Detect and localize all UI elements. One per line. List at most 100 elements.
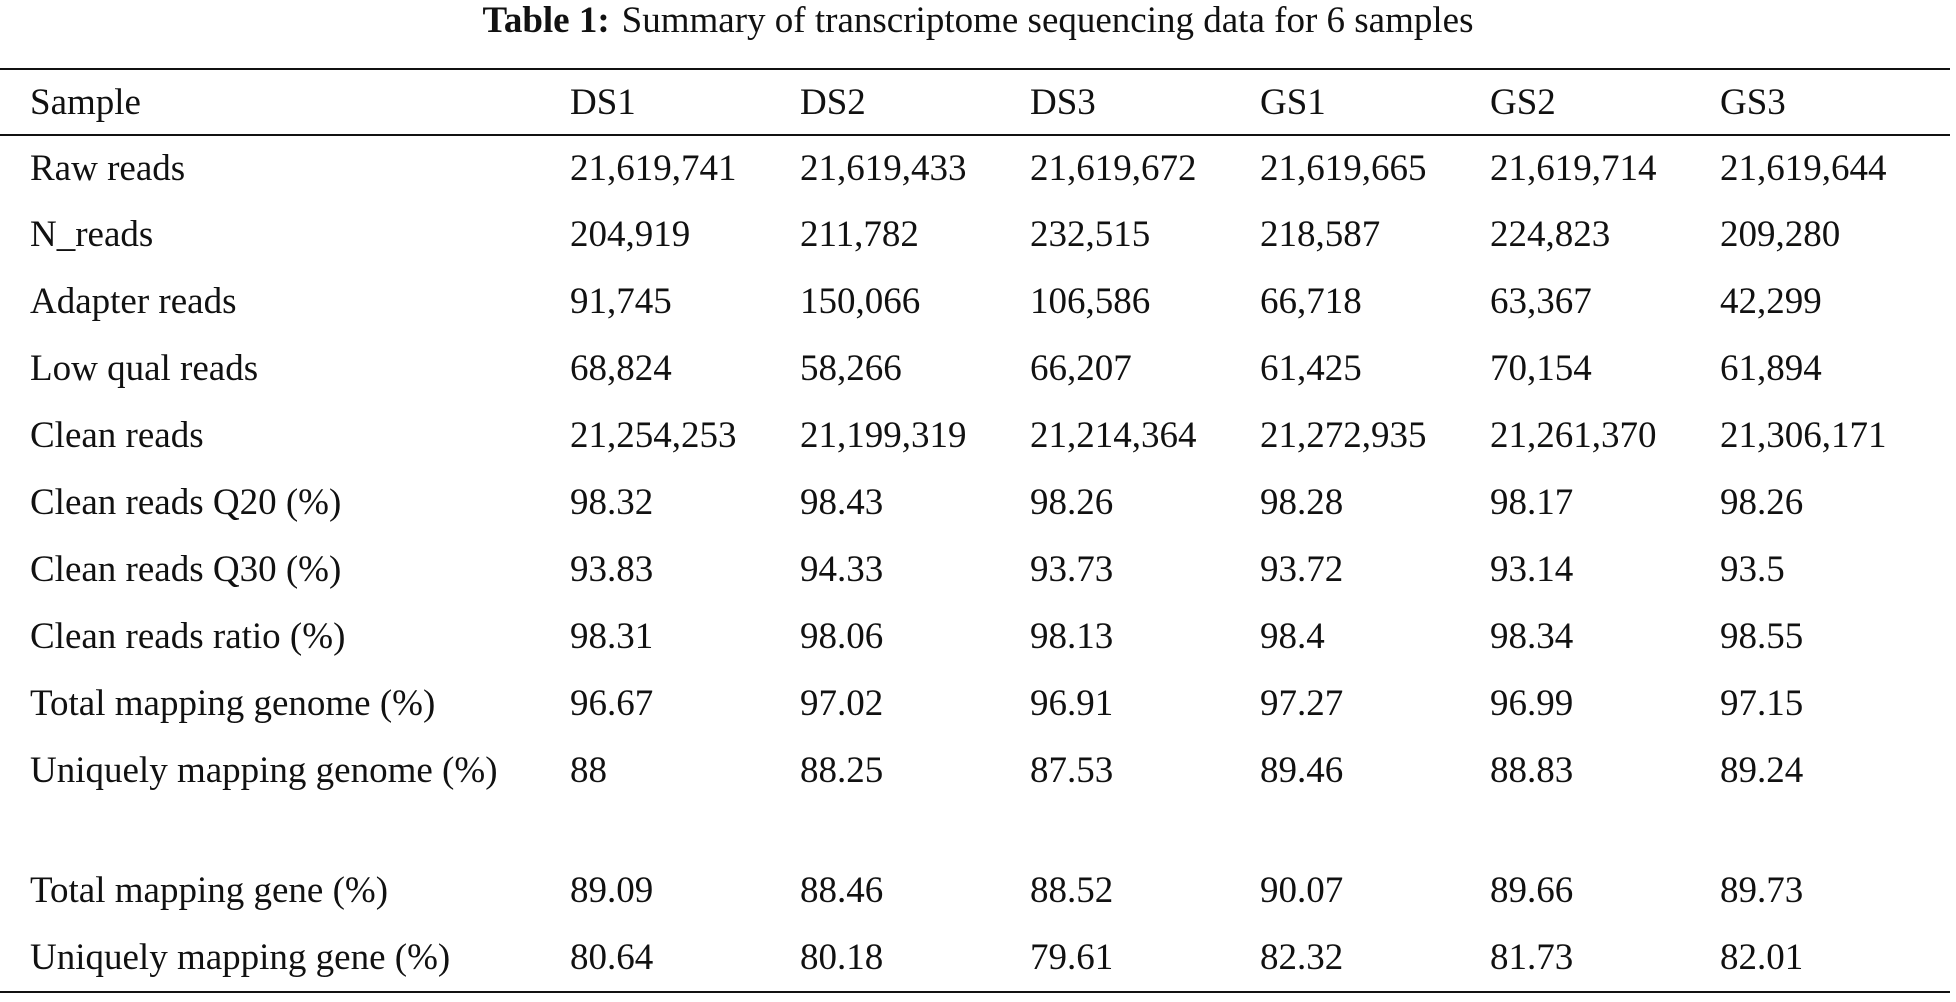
cell: 98.32 bbox=[570, 482, 654, 523]
table-row: Clean reads Q30 (%) 93.83 94.33 93.73 93.72 9… bbox=[0, 537, 1950, 604]
header-row: Sample DS1 DS2 DS3 GS1 GS2 GS3 bbox=[0, 69, 1950, 135]
cell: 93.5 bbox=[1720, 549, 1785, 590]
table-row: N_reads 204,919 211,782 232,515 218,587 224,8… bbox=[0, 202, 1950, 269]
table-row: Raw reads 21,619,741 21,619,433 21,619,672 2… bbox=[0, 135, 1950, 202]
cell: 98.26 bbox=[1720, 482, 1804, 523]
cell: 88.25 bbox=[800, 750, 884, 791]
cell: 61,894 bbox=[1720, 348, 1822, 389]
cell: 89.46 bbox=[1260, 750, 1344, 791]
row-label: Adapter reads bbox=[30, 281, 237, 322]
cell: 98.13 bbox=[1030, 616, 1114, 657]
table-row: Uniquely mapping genome (%) 88 88.25 87.53 8… bbox=[0, 738, 1950, 858]
data-table: Sample DS1 DS2 DS3 GS1 GS2 GS3 Raw reads 21,619… bbox=[0, 68, 1950, 993]
cell: 81.73 bbox=[1490, 937, 1574, 978]
cell: 93.73 bbox=[1030, 549, 1114, 590]
cell: 21,619,665 bbox=[1260, 148, 1427, 189]
cell: 91,745 bbox=[570, 281, 672, 322]
cell: 61,425 bbox=[1260, 348, 1362, 389]
cell: 96.91 bbox=[1030, 683, 1114, 724]
cell: 68,824 bbox=[570, 348, 672, 389]
cell: 21,619,672 bbox=[1030, 148, 1197, 189]
row-label: Uniquely mapping gene (%) bbox=[30, 937, 451, 978]
cell: 98.28 bbox=[1260, 482, 1344, 523]
table-row: Clean reads 21,254,253 21,199,319 21,214,36… bbox=[0, 403, 1950, 470]
cell: 150,066 bbox=[800, 281, 921, 322]
cell: 93.14 bbox=[1490, 549, 1574, 590]
cell: 66,718 bbox=[1260, 281, 1362, 322]
header-cell: GS3 bbox=[1720, 82, 1786, 123]
cell: 42,299 bbox=[1720, 281, 1822, 322]
cell: 98.17 bbox=[1490, 482, 1574, 523]
cell: 21,619,644 bbox=[1720, 148, 1887, 189]
header-cell: GS1 bbox=[1260, 82, 1326, 123]
cell: 21,619,433 bbox=[800, 148, 967, 189]
row-label: Raw reads bbox=[30, 148, 186, 189]
cell: 21,254,253 bbox=[570, 415, 737, 456]
cell: 21,272,935 bbox=[1260, 415, 1427, 456]
cell: 98.06 bbox=[800, 616, 884, 657]
row-label: Total mapping gene (%) bbox=[30, 870, 389, 911]
cell: 211,782 bbox=[800, 214, 919, 255]
cell: 204,919 bbox=[570, 214, 691, 255]
row-label: N_reads bbox=[30, 214, 154, 255]
cell: 79.61 bbox=[1030, 937, 1114, 978]
header-cell: DS2 bbox=[800, 82, 866, 123]
cell: 98.43 bbox=[800, 482, 884, 523]
table-row: Low qual reads 68,824 58,266 66,207 61,425 70… bbox=[0, 336, 1950, 403]
table-body: Raw reads 21,619,741 21,619,433 21,619,672 2… bbox=[0, 135, 1950, 992]
cell: 70,154 bbox=[1490, 348, 1592, 389]
cell: 93.83 bbox=[570, 549, 654, 590]
cell: 209,280 bbox=[1720, 214, 1841, 255]
cell: 232,515 bbox=[1030, 214, 1151, 255]
cell: 97.27 bbox=[1260, 683, 1344, 724]
table-row: Total mapping gene (%) 89.09 88.46 88.52 90.… bbox=[0, 858, 1950, 925]
row-label: Clean reads Q30 (%) bbox=[30, 549, 342, 590]
cell: 88.52 bbox=[1030, 870, 1114, 911]
row-label: Total mapping genome (%) bbox=[30, 683, 436, 724]
cell: 66,207 bbox=[1030, 348, 1132, 389]
cell: 97.15 bbox=[1720, 683, 1804, 724]
table-row: Adapter reads 91,745 150,066 106,586 66,718 6… bbox=[0, 269, 1950, 336]
cell: 82.32 bbox=[1260, 937, 1344, 978]
cell: 97.02 bbox=[800, 683, 884, 724]
cell: 89.24 bbox=[1720, 750, 1804, 791]
row-label: Clean reads Q20 (%) bbox=[30, 482, 342, 523]
cell: 89.09 bbox=[570, 870, 654, 911]
cell: 58,266 bbox=[800, 348, 902, 389]
cell: 98.31 bbox=[570, 616, 654, 657]
row-label: Low qual reads bbox=[30, 348, 259, 389]
cell: 80.18 bbox=[800, 937, 884, 978]
cell: 88.83 bbox=[1490, 750, 1574, 791]
table-row: Clean reads ratio (%) 98.31 98.06 98.13 98.4… bbox=[0, 604, 1950, 671]
cell: 93.72 bbox=[1260, 549, 1344, 590]
row-label: Uniquely mapping genome (%) bbox=[30, 750, 498, 791]
cell: 90.07 bbox=[1260, 870, 1344, 911]
cell: 88 bbox=[570, 750, 607, 791]
cell: 98.4 bbox=[1260, 616, 1325, 657]
caption-label: Table 1: bbox=[482, 0, 610, 41]
cell: 21,619,714 bbox=[1490, 148, 1657, 189]
cell: 63,367 bbox=[1490, 281, 1592, 322]
cell: 218,587 bbox=[1260, 214, 1381, 255]
table-row: Clean reads Q20 (%) 98.32 98.43 98.26 98.28 9… bbox=[0, 470, 1950, 537]
cell: 98.26 bbox=[1030, 482, 1114, 523]
cell: 21,214,364 bbox=[1030, 415, 1197, 456]
header-cell: DS1 bbox=[570, 82, 636, 123]
header-cell: DS3 bbox=[1030, 82, 1096, 123]
table-row: Uniquely mapping gene (%) 80.64 80.18 79.61… bbox=[0, 925, 1950, 992]
cell: 21,619,741 bbox=[570, 148, 737, 189]
cell: 87.53 bbox=[1030, 750, 1114, 791]
cell: 89.73 bbox=[1720, 870, 1804, 911]
cell: 94.33 bbox=[800, 549, 884, 590]
row-label: Clean reads bbox=[30, 415, 204, 456]
row-label: Clean reads ratio (%) bbox=[30, 616, 346, 657]
header-label: Sample bbox=[30, 82, 141, 123]
cell: 98.34 bbox=[1490, 616, 1574, 657]
table-caption: Table 1: Summary of transcriptome sequenc… bbox=[0, 0, 1956, 42]
cell: 224,823 bbox=[1490, 214, 1611, 255]
caption-text: Summary of transcriptome sequencing data… bbox=[621, 0, 1474, 41]
cell: 80.64 bbox=[570, 937, 654, 978]
cell: 21,306,171 bbox=[1720, 415, 1887, 456]
cell: 96.67 bbox=[570, 683, 654, 724]
